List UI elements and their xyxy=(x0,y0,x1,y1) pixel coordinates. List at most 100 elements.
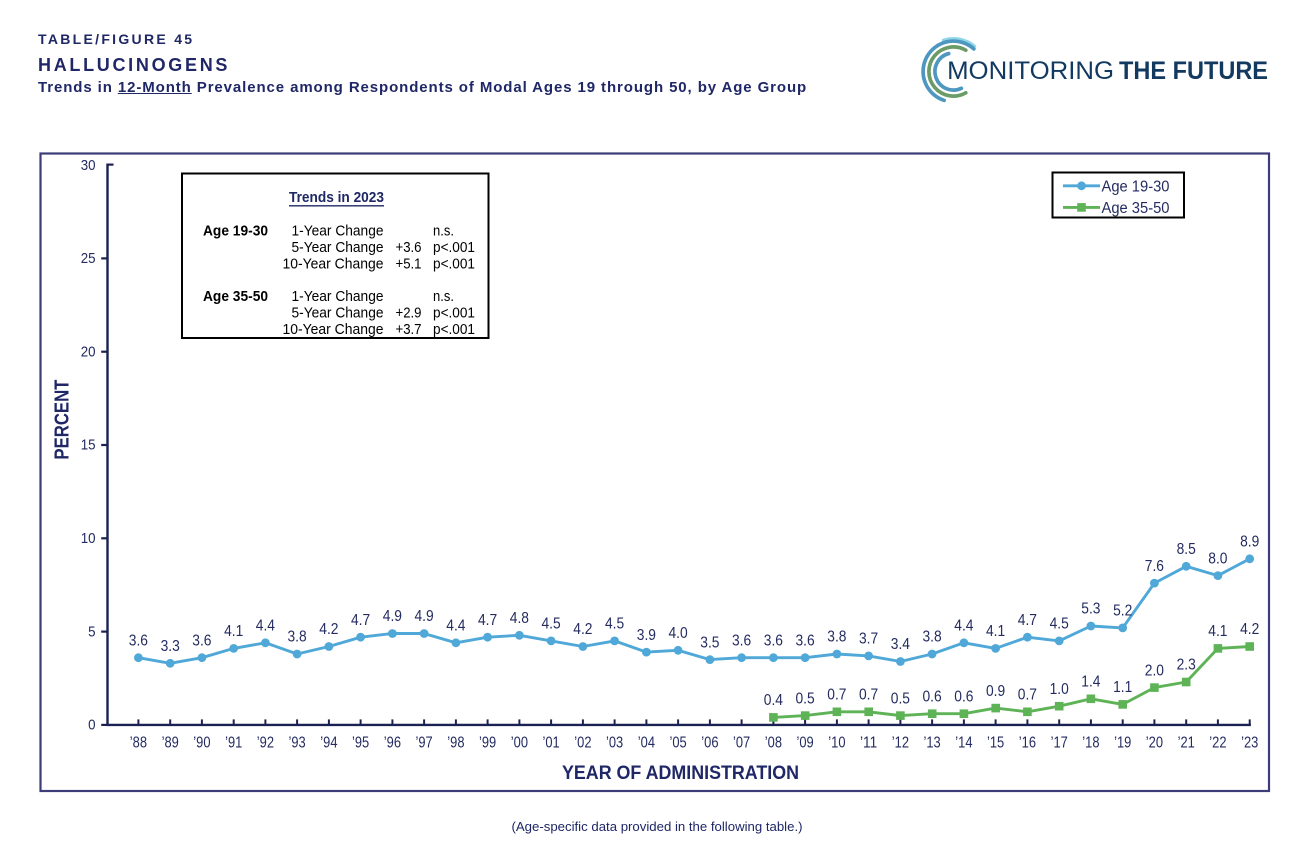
svg-text:’91: ’91 xyxy=(225,735,242,752)
svg-text:’05: ’05 xyxy=(670,735,687,752)
svg-text:5.3: 5.3 xyxy=(1081,601,1100,618)
svg-text:4.2: 4.2 xyxy=(319,621,338,638)
svg-text:’23: ’23 xyxy=(1241,735,1258,752)
svg-text:0.7: 0.7 xyxy=(1018,687,1037,704)
svg-text:’22: ’22 xyxy=(1209,735,1226,752)
svg-text:0.5: 0.5 xyxy=(891,690,910,707)
svg-text:4.0: 4.0 xyxy=(669,625,688,642)
svg-text:8.9: 8.9 xyxy=(1240,534,1259,551)
svg-text:3.3: 3.3 xyxy=(161,638,180,655)
svg-text:4.2: 4.2 xyxy=(573,621,592,638)
svg-text:’04: ’04 xyxy=(638,735,656,752)
svg-text:4.5: 4.5 xyxy=(605,616,624,633)
svg-text:3.8: 3.8 xyxy=(923,629,942,646)
svg-text:’12: ’12 xyxy=(892,735,909,752)
svg-text:3.5: 3.5 xyxy=(700,634,719,651)
svg-text:5-Year Change: 5-Year Change xyxy=(292,306,384,322)
svg-text:’95: ’95 xyxy=(352,735,369,752)
svg-text:4.4: 4.4 xyxy=(446,618,465,635)
svg-text:YEAR OF ADMINISTRATION: YEAR OF ADMINISTRATION xyxy=(562,762,799,784)
svg-text:’98: ’98 xyxy=(447,735,464,752)
svg-text:5-Year Change: 5-Year Change xyxy=(292,240,384,256)
svg-text:Age 19-30: Age 19-30 xyxy=(203,224,268,240)
svg-text:’15: ’15 xyxy=(987,735,1004,752)
svg-text:4.1: 4.1 xyxy=(986,623,1005,640)
svg-text:’21: ’21 xyxy=(1178,735,1195,752)
svg-text:0.4: 0.4 xyxy=(764,692,783,709)
svg-text:’92: ’92 xyxy=(257,735,274,752)
svg-text:n.s.: n.s. xyxy=(433,224,454,240)
svg-text:25: 25 xyxy=(81,250,96,267)
svg-text:1.1: 1.1 xyxy=(1113,679,1132,696)
svg-text:4.1: 4.1 xyxy=(224,623,243,640)
svg-text:’93: ’93 xyxy=(289,735,306,752)
svg-text:’90: ’90 xyxy=(193,735,210,752)
svg-text:’97: ’97 xyxy=(416,735,433,752)
svg-text:30: 30 xyxy=(81,157,96,174)
svg-text:5: 5 xyxy=(88,623,95,640)
svg-text:15: 15 xyxy=(81,437,96,454)
svg-text:+2.9: +2.9 xyxy=(396,306,422,322)
svg-text:2.3: 2.3 xyxy=(1177,657,1196,674)
svg-text:7.6: 7.6 xyxy=(1145,558,1164,575)
svg-text:3.4: 3.4 xyxy=(891,636,910,653)
svg-text:3.8: 3.8 xyxy=(827,629,846,646)
svg-text:’89: ’89 xyxy=(162,735,179,752)
svg-text:Age 19-30: Age 19-30 xyxy=(1102,178,1170,195)
svg-text:THE FUTURE: THE FUTURE xyxy=(1119,57,1268,85)
svg-text:’07: ’07 xyxy=(733,735,750,752)
svg-text:’03: ’03 xyxy=(606,735,623,752)
svg-text:3.8: 3.8 xyxy=(288,629,307,646)
svg-text:’10: ’10 xyxy=(828,735,845,752)
svg-text:’09: ’09 xyxy=(797,735,814,752)
svg-text:1-Year Change: 1-Year Change xyxy=(292,289,384,305)
svg-text:n.s.: n.s. xyxy=(433,289,454,305)
svg-text:p<.001: p<.001 xyxy=(433,257,475,273)
svg-text:MONITORING: MONITORING xyxy=(947,57,1114,85)
svg-text:’08: ’08 xyxy=(765,735,782,752)
svg-text:4.1: 4.1 xyxy=(1208,623,1227,640)
svg-text:0.7: 0.7 xyxy=(859,687,878,704)
svg-text:1-Year Change: 1-Year Change xyxy=(292,224,384,240)
svg-text:p<.001: p<.001 xyxy=(433,322,475,338)
svg-text:2.0: 2.0 xyxy=(1145,662,1164,679)
svg-text:10-Year Change: 10-Year Change xyxy=(283,257,384,273)
svg-text:+3.6: +3.6 xyxy=(396,240,422,256)
svg-text:’00: ’00 xyxy=(511,735,528,752)
svg-text:1.0: 1.0 xyxy=(1050,681,1069,698)
svg-text:3.6: 3.6 xyxy=(192,632,211,649)
svg-text:’19: ’19 xyxy=(1114,735,1131,752)
svg-text:8.0: 8.0 xyxy=(1208,550,1227,567)
svg-text:8.5: 8.5 xyxy=(1177,541,1196,558)
svg-text:’20: ’20 xyxy=(1146,735,1163,752)
svg-text:0.5: 0.5 xyxy=(796,690,815,707)
svg-text:4.4: 4.4 xyxy=(954,618,973,635)
svg-text:’18: ’18 xyxy=(1082,735,1099,752)
svg-text:3.9: 3.9 xyxy=(637,627,656,644)
svg-text:4.2: 4.2 xyxy=(1240,621,1259,638)
svg-text:1.4: 1.4 xyxy=(1081,674,1100,691)
svg-text:+5.1: +5.1 xyxy=(396,257,422,273)
svg-text:’17: ’17 xyxy=(1051,735,1068,752)
svg-text:Age 35-50: Age 35-50 xyxy=(1102,200,1170,217)
svg-text:4.7: 4.7 xyxy=(478,612,497,629)
svg-text:’16: ’16 xyxy=(1019,735,1036,752)
svg-text:20: 20 xyxy=(81,343,96,360)
svg-text:0.9: 0.9 xyxy=(986,683,1005,700)
svg-text:5.2: 5.2 xyxy=(1113,603,1132,620)
svg-text:4.9: 4.9 xyxy=(415,608,434,625)
svg-text:4.7: 4.7 xyxy=(351,612,370,629)
svg-text:4.5: 4.5 xyxy=(1050,616,1069,633)
svg-text:’14: ’14 xyxy=(955,735,973,752)
svg-text:4.5: 4.5 xyxy=(542,616,561,633)
svg-text:0.6: 0.6 xyxy=(923,688,942,705)
svg-text:’96: ’96 xyxy=(384,735,401,752)
svg-text:’02: ’02 xyxy=(574,735,591,752)
svg-text:’13: ’13 xyxy=(924,735,941,752)
svg-text:3.6: 3.6 xyxy=(732,632,751,649)
svg-text:4.8: 4.8 xyxy=(510,610,529,627)
svg-text:10-Year Change: 10-Year Change xyxy=(283,322,384,338)
svg-text:p<.001: p<.001 xyxy=(433,306,475,322)
svg-text:Trends in 2023: Trends in 2023 xyxy=(289,189,384,206)
svg-text:0.7: 0.7 xyxy=(827,687,846,704)
